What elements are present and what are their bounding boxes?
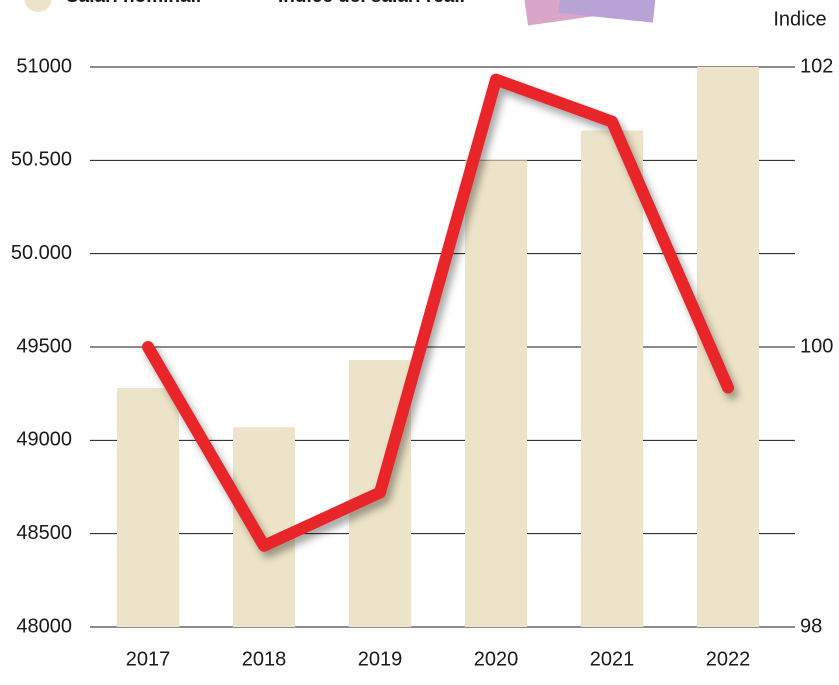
legend: Salari nominali Indice dei salari reali <box>24 0 465 12</box>
legend-label: Indice dei salari reali <box>278 0 465 7</box>
y2-axis-label: Indice <box>773 8 826 30</box>
x-tick-label: 2022 <box>706 648 751 670</box>
bar <box>581 130 643 627</box>
legend-label: Salari nominali <box>66 0 201 7</box>
page: {"chart_data": { "type": "bar", "y2label… <box>0 0 839 685</box>
x-tick-label: 2017 <box>126 648 171 670</box>
y-tick-label: 51000 <box>16 55 72 77</box>
chart: Indice Salari nominali Indice dei salari … <box>0 0 839 685</box>
y2-tick-label: 98 <box>800 615 822 637</box>
y-tick-label: 49500 <box>16 335 72 357</box>
x-tick-label: 2019 <box>358 648 403 670</box>
y-tick-label: 50.500 <box>11 149 72 171</box>
y-tick-label: 49000 <box>16 429 72 451</box>
x-tick-label: 2020 <box>474 648 519 670</box>
bar <box>117 388 179 627</box>
bar <box>465 160 527 627</box>
x-tick-label: 2018 <box>242 648 287 670</box>
y-tick-label: 48000 <box>16 615 72 637</box>
y2-tick-label: 102 <box>800 55 833 77</box>
y-tick-label: 48500 <box>16 522 72 544</box>
bar <box>233 427 295 627</box>
legend-swatch <box>24 0 52 12</box>
x-tick-label: 2021 <box>590 648 635 670</box>
y-tick-label: 50.000 <box>11 242 72 264</box>
y2-tick-label: 100 <box>800 335 833 357</box>
banknotes-decoration <box>521 0 657 25</box>
